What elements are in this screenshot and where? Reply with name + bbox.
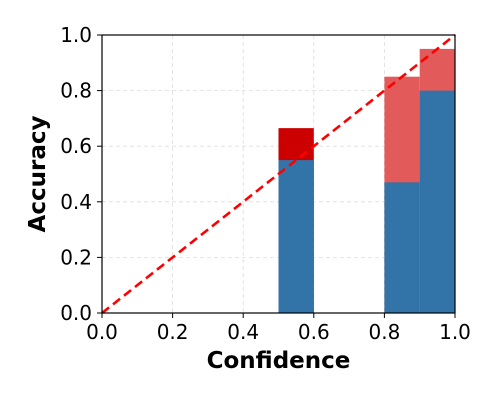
y-axis-title: Accuracy (25, 116, 51, 233)
bars (278, 48, 455, 314)
perfect-calibration-line (101, 33, 456, 315)
plot-frame (101, 34, 456, 314)
x-tick-label: 0.6 (298, 320, 330, 344)
accuracy-bar (278, 160, 314, 313)
x-axis-title: Confidence (207, 348, 351, 374)
accuracy-bar (419, 90, 455, 313)
x-tick-label: 0.8 (368, 320, 400, 344)
plot-border (101, 34, 456, 314)
y-tick-label: 0.4 (60, 190, 92, 214)
ticks: 0.0 0.2 0.4 0.6 0.8 1.0 0.0 0.2 0.4 0.6 0.8 1.0 (60, 23, 471, 344)
y-tick-label: 0.2 (60, 245, 92, 269)
x-tick-label: 0.2 (157, 320, 189, 344)
x-tick-label: 0.0 (86, 320, 118, 344)
diagonal-line-group (101, 33, 456, 315)
accuracy-bar (384, 182, 420, 313)
x-tick-label: 0.4 (227, 320, 259, 344)
y-tick-label: 0.6 (60, 134, 92, 158)
y-tick-label: 0.0 (60, 301, 92, 325)
y-tick-label: 1.0 (60, 23, 92, 47)
x-tick-label: 1.0 (439, 320, 471, 344)
y-tick-label: 0.8 (60, 79, 92, 103)
